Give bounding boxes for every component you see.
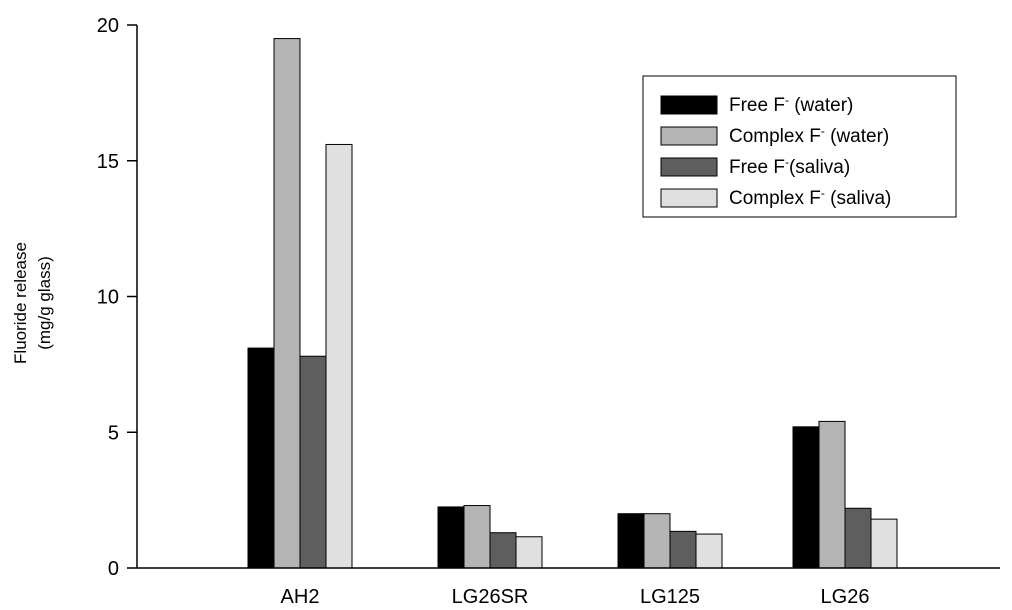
- bar: [870, 518, 898, 569]
- bar: [273, 38, 301, 569]
- legend: Free F- (water) Complex F- (water) Free F-…: [642, 75, 957, 218]
- legend-swatch: [660, 157, 718, 177]
- y-tick-label: 5: [108, 422, 119, 444]
- bar: [247, 347, 275, 569]
- bar: [669, 530, 697, 569]
- bar: [299, 355, 327, 569]
- y-tick-label: 15: [97, 151, 119, 173]
- y-axis-label-line2: (mg/g glass): [35, 256, 54, 350]
- legend-swatch: [660, 126, 718, 146]
- y-tick-label: 10: [97, 287, 119, 309]
- y-axis: 0 5 10 15 20: [97, 15, 138, 580]
- bar: [617, 513, 645, 569]
- x-tick-label: LG125: [640, 586, 700, 608]
- legend-swatch: [660, 95, 718, 115]
- bar: [437, 506, 465, 569]
- plot-area: [247, 38, 898, 569]
- legend-label: Free F-(saliva): [729, 155, 850, 178]
- bar: [463, 505, 491, 569]
- bar: [792, 426, 820, 569]
- legend-swatch: [660, 188, 718, 208]
- bar: [695, 533, 723, 569]
- x-tick-label: LG26SR: [452, 586, 529, 608]
- y-tick-label: 20: [97, 15, 119, 37]
- x-tick-label: AH2: [281, 586, 320, 608]
- y-tick-label: 0: [108, 558, 119, 580]
- y-axis-label-line1: Fluoride release: [11, 242, 30, 364]
- bar: [515, 536, 543, 569]
- legend-label: Free F- (water): [729, 93, 853, 116]
- bar: [489, 532, 517, 569]
- bar: [325, 143, 353, 569]
- x-axis: AH2 LG26SR LG125 LG26: [137, 567, 1000, 608]
- bar: [818, 420, 846, 569]
- bar: [643, 513, 671, 569]
- legend-label: Complex F- (water): [729, 124, 889, 147]
- legend-label: Complex F- (saliva): [729, 186, 891, 209]
- bar: [844, 507, 872, 569]
- x-tick-label: LG26: [821, 586, 870, 608]
